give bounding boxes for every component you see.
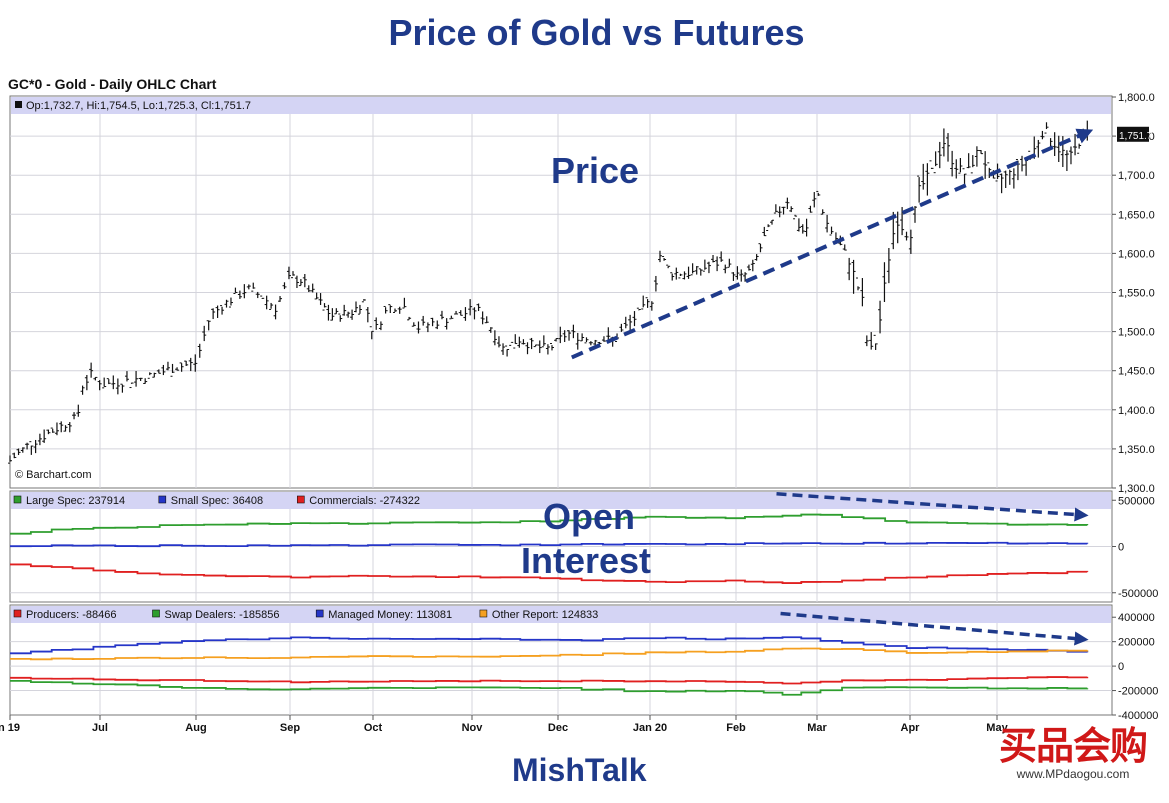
- legend-swatch-large-spec: [13, 495, 22, 504]
- price-annotation: Price: [551, 150, 640, 191]
- series-line-producers: [10, 676, 1089, 685]
- x-tick-label: Apr: [901, 722, 921, 734]
- x-tick-label: Sep: [280, 722, 300, 734]
- x-tick-label: Mar: [807, 722, 827, 734]
- x-tick-label: Jan 20: [633, 722, 667, 734]
- y-tick-label: 1,300.0: [1118, 483, 1155, 495]
- legend-swatch-producers: [13, 609, 22, 618]
- watermark-logo: 买品会购: [998, 726, 1148, 768]
- series-line-swap-dealers: [10, 679, 1089, 696]
- y-tick-label: 1,600.0: [1118, 248, 1155, 260]
- interest-annotation: Interest: [521, 540, 652, 581]
- price-legend-swatch: [15, 101, 22, 108]
- x-tick-label: Jul: [92, 722, 108, 734]
- chart-subtitle: GC*0 - Gold - Daily OHLC Chart: [8, 76, 217, 92]
- panel-1-legend-bar: [11, 492, 1111, 509]
- y-tick-label: 1,500.0: [1118, 327, 1155, 339]
- legend-swatch-other-report: [479, 609, 488, 618]
- y-tick-label: 1,800.0: [1118, 92, 1155, 104]
- y-tick-label: 200000: [1118, 637, 1155, 649]
- watermark-logo-text: 买品会购: [998, 726, 1148, 768]
- x-tick-label: Dec: [548, 722, 568, 734]
- legend-swatch-commercials: [296, 495, 305, 504]
- legend-swatch-small-spec: [158, 495, 167, 504]
- x-tick-label: Nov: [462, 722, 484, 734]
- legend-swatch-swap-dealers: [152, 609, 160, 618]
- legend-swatch-managed-money: [315, 609, 324, 618]
- x-tick-label: Aug: [185, 722, 206, 734]
- oi-trend-arrow-2: [780, 611, 1089, 646]
- source-credit: © Barchart.com: [15, 469, 92, 481]
- y-tick-label: 400000: [1118, 612, 1155, 624]
- open-annotation: Open: [543, 496, 636, 537]
- y-tick-label: 1,450.0: [1118, 366, 1155, 378]
- y-tick-label: 1,700.0: [1118, 170, 1155, 182]
- legend-label-small-spec: Small Spec: 36408: [171, 495, 263, 507]
- y-tick-label: 0: [1118, 661, 1124, 673]
- y-tick-label: 0: [1118, 542, 1124, 554]
- watermark: 买品会购 www.MPdaogou.com: [998, 726, 1148, 781]
- series-line-large-spec: [10, 513, 1089, 535]
- legend-label-commercials: Commercials: -274322: [309, 495, 420, 507]
- series-line-managed-money: [10, 636, 1089, 655]
- last-value-label: 1,751.7: [1119, 131, 1153, 142]
- panel-2-frame: [9, 604, 1113, 716]
- legend-label-swap-dealers: Swap Dealers: -185856: [165, 609, 280, 621]
- legend-label-producers: Producers: -88466: [26, 609, 117, 621]
- series-line-small-spec: [10, 541, 1089, 548]
- price-legend-text: Op:1,732.7, Hi:1,754.5, Lo:1,725.3, Cl:1…: [26, 100, 251, 112]
- last-value-box: [1117, 126, 1149, 142]
- y-tick-label: 1,650.0: [1118, 209, 1155, 221]
- y-tick-label: 1,550.0: [1118, 288, 1155, 300]
- panel-0-legend-bar: [11, 97, 1111, 114]
- legend-label-large-spec: Large Spec: 237914: [26, 495, 125, 507]
- legend-label-other-report: Other Report: 124833: [492, 609, 598, 621]
- watermark-url: www.MPdaogou.com: [1016, 767, 1130, 781]
- x-tick-label: May: [986, 722, 1008, 734]
- y-tick-label: -200000: [1118, 686, 1158, 698]
- x-tick-label: Feb: [726, 722, 746, 734]
- y-tick-label: -500000: [1118, 588, 1158, 600]
- legend-label-managed-money: Managed Money: 113081: [328, 609, 452, 621]
- page-title: Price of Gold vs Futures: [388, 12, 805, 53]
- y-tick-label: 1,350.0: [1118, 444, 1155, 456]
- series-line-other-report: [10, 647, 1089, 661]
- x-tick-label: Oct: [364, 722, 383, 734]
- y-tick-label: -400000: [1118, 710, 1158, 722]
- y-tick-label: 500000: [1118, 495, 1155, 507]
- footer-brand: MishTalk: [512, 752, 647, 788]
- oi-trend-arrow-1: [776, 492, 1089, 522]
- x-tick-label: Jun 19: [0, 722, 20, 734]
- series-line-commercials: [10, 563, 1089, 584]
- y-tick-label: 1,400.0: [1118, 405, 1155, 417]
